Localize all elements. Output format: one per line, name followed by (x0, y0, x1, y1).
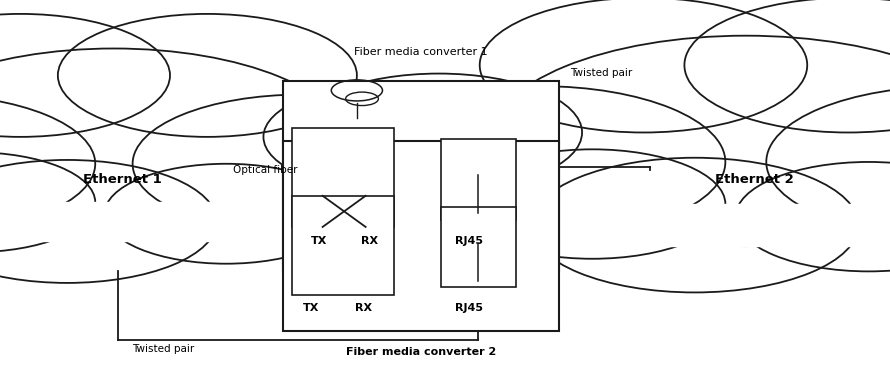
Circle shape (0, 94, 95, 233)
Circle shape (263, 83, 525, 191)
Text: TX: TX (303, 303, 320, 313)
Text: RX: RX (354, 303, 372, 313)
Text: Fiber media converter 1: Fiber media converter 1 (354, 47, 488, 57)
Circle shape (0, 14, 170, 137)
Circle shape (530, 158, 858, 292)
Text: Ethernet 2: Ethernet 2 (716, 173, 794, 186)
Circle shape (357, 86, 725, 238)
Text: RJ45: RJ45 (455, 303, 483, 313)
Circle shape (480, 0, 807, 132)
Circle shape (0, 49, 347, 241)
Circle shape (58, 14, 357, 137)
Text: Ethernet 1: Ethernet 1 (84, 173, 162, 186)
Circle shape (459, 149, 725, 259)
Circle shape (766, 86, 890, 238)
Circle shape (0, 152, 95, 252)
Text: Twisted pair: Twisted pair (132, 344, 194, 354)
Text: Fiber media converter 2: Fiber media converter 2 (346, 347, 496, 357)
Bar (295, 204, 890, 246)
Bar (283, 81, 559, 271)
Text: RJ45: RJ45 (455, 236, 483, 246)
Bar (441, 207, 516, 287)
Text: Twisted pair: Twisted pair (570, 68, 632, 78)
Circle shape (133, 94, 469, 233)
Text: Optical fiber: Optical fiber (233, 165, 297, 175)
Bar (292, 196, 394, 295)
Bar (292, 128, 394, 227)
Circle shape (684, 0, 890, 132)
Circle shape (736, 162, 890, 272)
Circle shape (295, 74, 582, 191)
Bar (0, 202, 525, 241)
Bar (283, 141, 559, 331)
Circle shape (105, 164, 348, 264)
Circle shape (490, 36, 890, 246)
Text: TX: TX (311, 236, 327, 246)
Bar (441, 139, 516, 220)
Circle shape (0, 160, 217, 283)
Text: RX: RX (360, 236, 378, 246)
